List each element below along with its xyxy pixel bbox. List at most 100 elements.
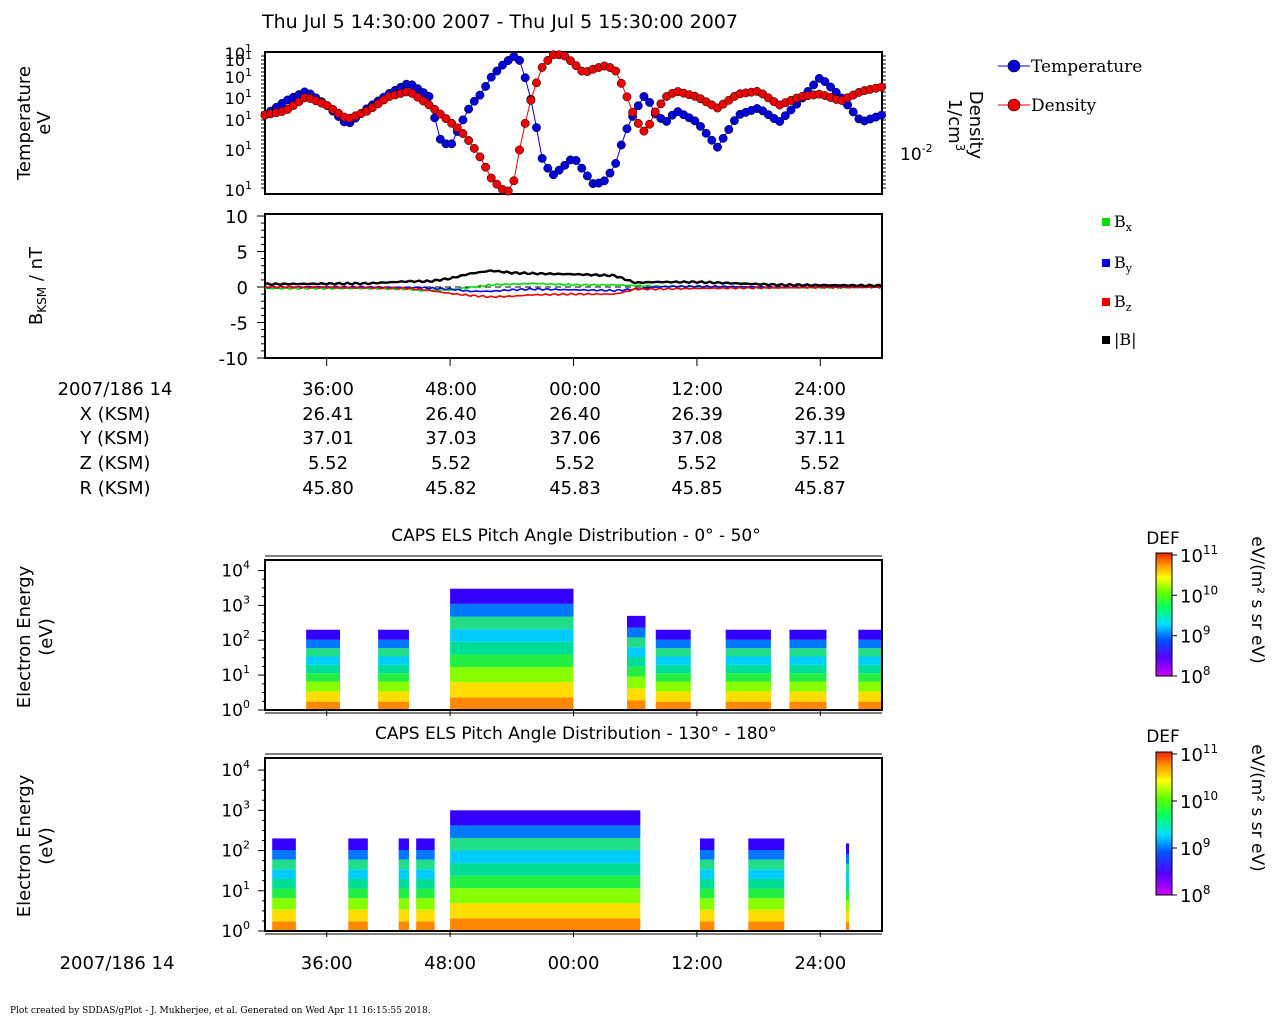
density-point-41 — [492, 179, 502, 189]
s1-cell-0-3 — [306, 673, 341, 682]
panel2-legend: Bx By Bz |B| — [1102, 212, 1137, 349]
density-point-45 — [515, 145, 524, 155]
s1-cell-1-1 — [378, 691, 409, 702]
bottom-time-3: 12:00 — [671, 953, 723, 974]
s1-cell-7-5 — [858, 656, 882, 665]
ephem-z-0: 5.52 — [308, 453, 348, 474]
s2-cell-0-5 — [272, 869, 296, 879]
legend-b-marker-0 — [1102, 218, 1110, 226]
temperature-point-67 — [639, 92, 649, 101]
s2-cell-0-8 — [272, 838, 296, 850]
s1-cell-6-4 — [789, 664, 827, 674]
s1-ytick-label-4: 100 — [221, 698, 250, 721]
s1-cell-3-2 — [626, 676, 646, 689]
s1-cell-2-6 — [450, 616, 574, 630]
s1-cell-4-5 — [655, 656, 691, 665]
spec1-cbar-gradient — [1155, 552, 1173, 677]
temperature-point-36 — [464, 104, 474, 114]
ephem-y-1: 37.03 — [425, 428, 477, 449]
s2-cbar-tick-label-2: 109 — [1180, 836, 1211, 860]
s2-cell-7-5 — [846, 872, 850, 882]
s2-cell-0-7 — [272, 849, 296, 860]
panel1-left-tick-3: 101 — [225, 87, 252, 108]
s1-cell-4-0 — [655, 701, 691, 710]
s2-cell-7-8 — [846, 843, 850, 855]
s2-cell-4-4 — [450, 863, 641, 876]
ephem-y-3: 37.08 — [671, 428, 723, 449]
density-point-44 — [509, 176, 519, 186]
s2-cell-5-1 — [699, 909, 715, 922]
density-point-62 — [611, 66, 621, 76]
ephem-times-1: 48:00 — [425, 379, 477, 400]
legend-b-label-1: By — [1114, 253, 1133, 275]
s1-cell-1-0 — [378, 701, 409, 710]
temperature-point-53 — [560, 160, 570, 170]
s2-cell-2-4 — [398, 878, 409, 889]
temperature-point-100 — [826, 82, 836, 92]
density-point-54 — [565, 56, 575, 66]
density-point-69 — [650, 107, 660, 117]
legend-density-label: Density — [1031, 96, 1097, 116]
s1-cell-3-7 — [626, 627, 646, 638]
temperature-point-60 — [599, 176, 609, 186]
s1-cell-5-3 — [725, 673, 771, 682]
ephem-x-4: 26.39 — [794, 404, 846, 425]
s1-cell-1-3 — [378, 673, 409, 682]
temperature-point-45 — [515, 55, 524, 65]
s2-cell-4-7 — [450, 825, 641, 838]
s1-cell-5-8 — [725, 629, 771, 640]
s2-cell-0-4 — [272, 878, 296, 889]
s1-cell-0-5 — [306, 656, 341, 665]
s1-cell-0-2 — [306, 681, 341, 692]
temperature-point-55 — [571, 156, 581, 165]
panel2-ytick-label-4: -10 — [219, 349, 248, 370]
density-point-47 — [526, 95, 536, 105]
density-point-48 — [532, 78, 541, 88]
s1-cell-5-4 — [725, 664, 771, 674]
s1-cell-0-7 — [306, 639, 341, 649]
s2-cbar-tick-label-1: 1010 — [1180, 789, 1218, 813]
s1-cell-3-4 — [626, 657, 646, 667]
s2-cell-7-6 — [846, 863, 850, 873]
panel1-right-tick-label: 10-2 — [900, 142, 933, 165]
temperature-point-52 — [554, 165, 564, 175]
s2-cell-4-1 — [450, 903, 641, 919]
s2-cell-3-1 — [416, 909, 435, 922]
ephem-z-2: 5.52 — [555, 453, 595, 474]
density-point-49 — [537, 62, 547, 72]
temperature-point-68 — [645, 97, 655, 107]
s2-cell-6-6 — [748, 859, 785, 870]
panel1-yaxis-label: Temperature eV — [14, 66, 55, 181]
s1-cell-4-1 — [655, 691, 691, 702]
s1-cbar-tick-label-0: 1011 — [1180, 543, 1218, 567]
ephem-r-3: 45.85 — [671, 478, 723, 499]
density-point-50 — [543, 55, 553, 65]
s1-cell-5-1 — [725, 691, 771, 702]
ephem-label-z: Z (KSM) — [80, 453, 151, 474]
temperature-point-49 — [537, 153, 547, 163]
s1-cell-3-8 — [626, 615, 646, 628]
spec1-ylabel-line2: (eV) — [36, 618, 57, 655]
s2-cell-6-1 — [748, 909, 785, 922]
density-point-66 — [633, 118, 643, 128]
ephem-label-time: 2007/186 14 — [58, 379, 173, 400]
s2-cell-4-2 — [450, 888, 641, 904]
temperature-point-76 — [690, 116, 700, 126]
temperature-point-80 — [713, 142, 722, 152]
legend-b-marker-3 — [1102, 336, 1110, 344]
s1-cell-4-3 — [655, 673, 691, 682]
temperature-point-37 — [469, 96, 479, 106]
s1-cell-4-7 — [655, 639, 691, 649]
s1-cell-1-2 — [378, 681, 409, 692]
legend-b-label-0: Bx — [1114, 212, 1133, 234]
spec2-colorbar: DEF 1011 1010 109 108 eV/(m² s sr eV) — [1146, 727, 1267, 907]
density-point-34 — [452, 123, 462, 133]
s2-cell-3-6 — [416, 859, 435, 870]
density-point-38 — [475, 152, 485, 162]
s1-cell-5-5 — [725, 656, 771, 665]
s1-cell-6-2 — [789, 681, 827, 692]
spec2-data — [272, 810, 850, 931]
s1-cell-5-2 — [725, 681, 771, 692]
ephem-x-1: 26.40 — [425, 404, 477, 425]
s1-cell-3-6 — [626, 637, 646, 648]
